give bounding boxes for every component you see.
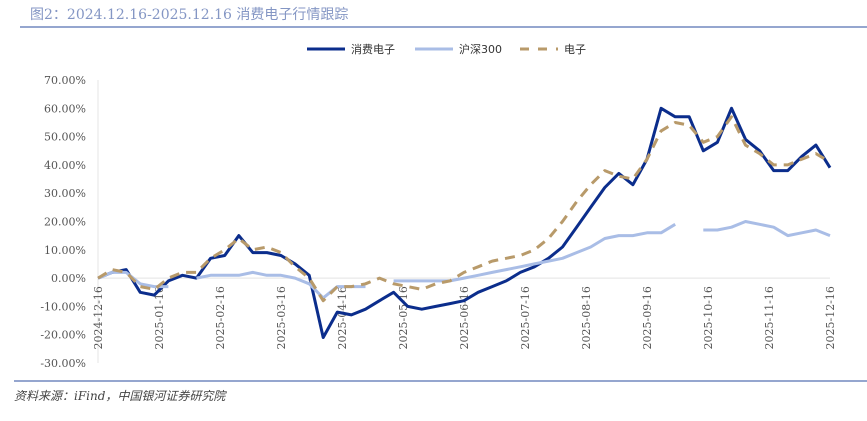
x-tick-label: 2025-02-16	[214, 286, 227, 349]
x-tick-label: 2025-10-16	[702, 286, 715, 349]
series-line-消费电子	[97, 106, 832, 339]
x-tick-label: 2025-07-16	[519, 286, 532, 349]
y-tick-label: 30.00%	[44, 187, 86, 200]
x-tick-label: 2025-01-16	[153, 286, 166, 349]
y-tick-label: -10.00%	[40, 300, 86, 313]
y-tick-label: 70.00%	[44, 74, 86, 87]
y-tick-label: 40.00%	[44, 159, 86, 172]
x-tick-label: 2025-06-16	[458, 286, 471, 349]
y-tick-label: -20.00%	[40, 329, 86, 342]
series-line-电子	[97, 115, 831, 303]
y-tick-label: 20.00%	[44, 216, 86, 229]
legend-label: 消费电子	[351, 42, 395, 56]
x-tick-label: 2025-04-16	[336, 286, 349, 349]
source-note: 资料来源：iFind，中国银河证券研究院	[14, 389, 226, 403]
footer-divider	[14, 380, 867, 382]
x-tick-label: 2025-05-16	[397, 286, 410, 349]
y-tick-label: 60.00%	[44, 102, 86, 115]
x-tick-label: 2025-09-16	[641, 286, 654, 349]
legend-label: 电子	[564, 43, 586, 56]
y-tick-label: 10.00%	[44, 244, 86, 257]
title-divider	[20, 26, 867, 28]
figure-title: 图2：2024.12.16-2025.12.16 消费电子行情跟踪	[30, 7, 349, 23]
x-tick-label: 2025-03-16	[275, 286, 288, 349]
x-tick-label: 2024-12-16	[92, 286, 105, 349]
x-tick-label: 2025-08-16	[580, 286, 593, 349]
x-tick-label: 2025-12-16	[824, 286, 837, 349]
y-tick-label: -30.00%	[40, 357, 86, 370]
legend-label: 沪深300	[459, 42, 502, 56]
y-tick-label: 50.00%	[44, 131, 86, 144]
x-tick-label: 2025-11-16	[763, 286, 776, 349]
y-tick-label: 0.00%	[51, 272, 86, 285]
